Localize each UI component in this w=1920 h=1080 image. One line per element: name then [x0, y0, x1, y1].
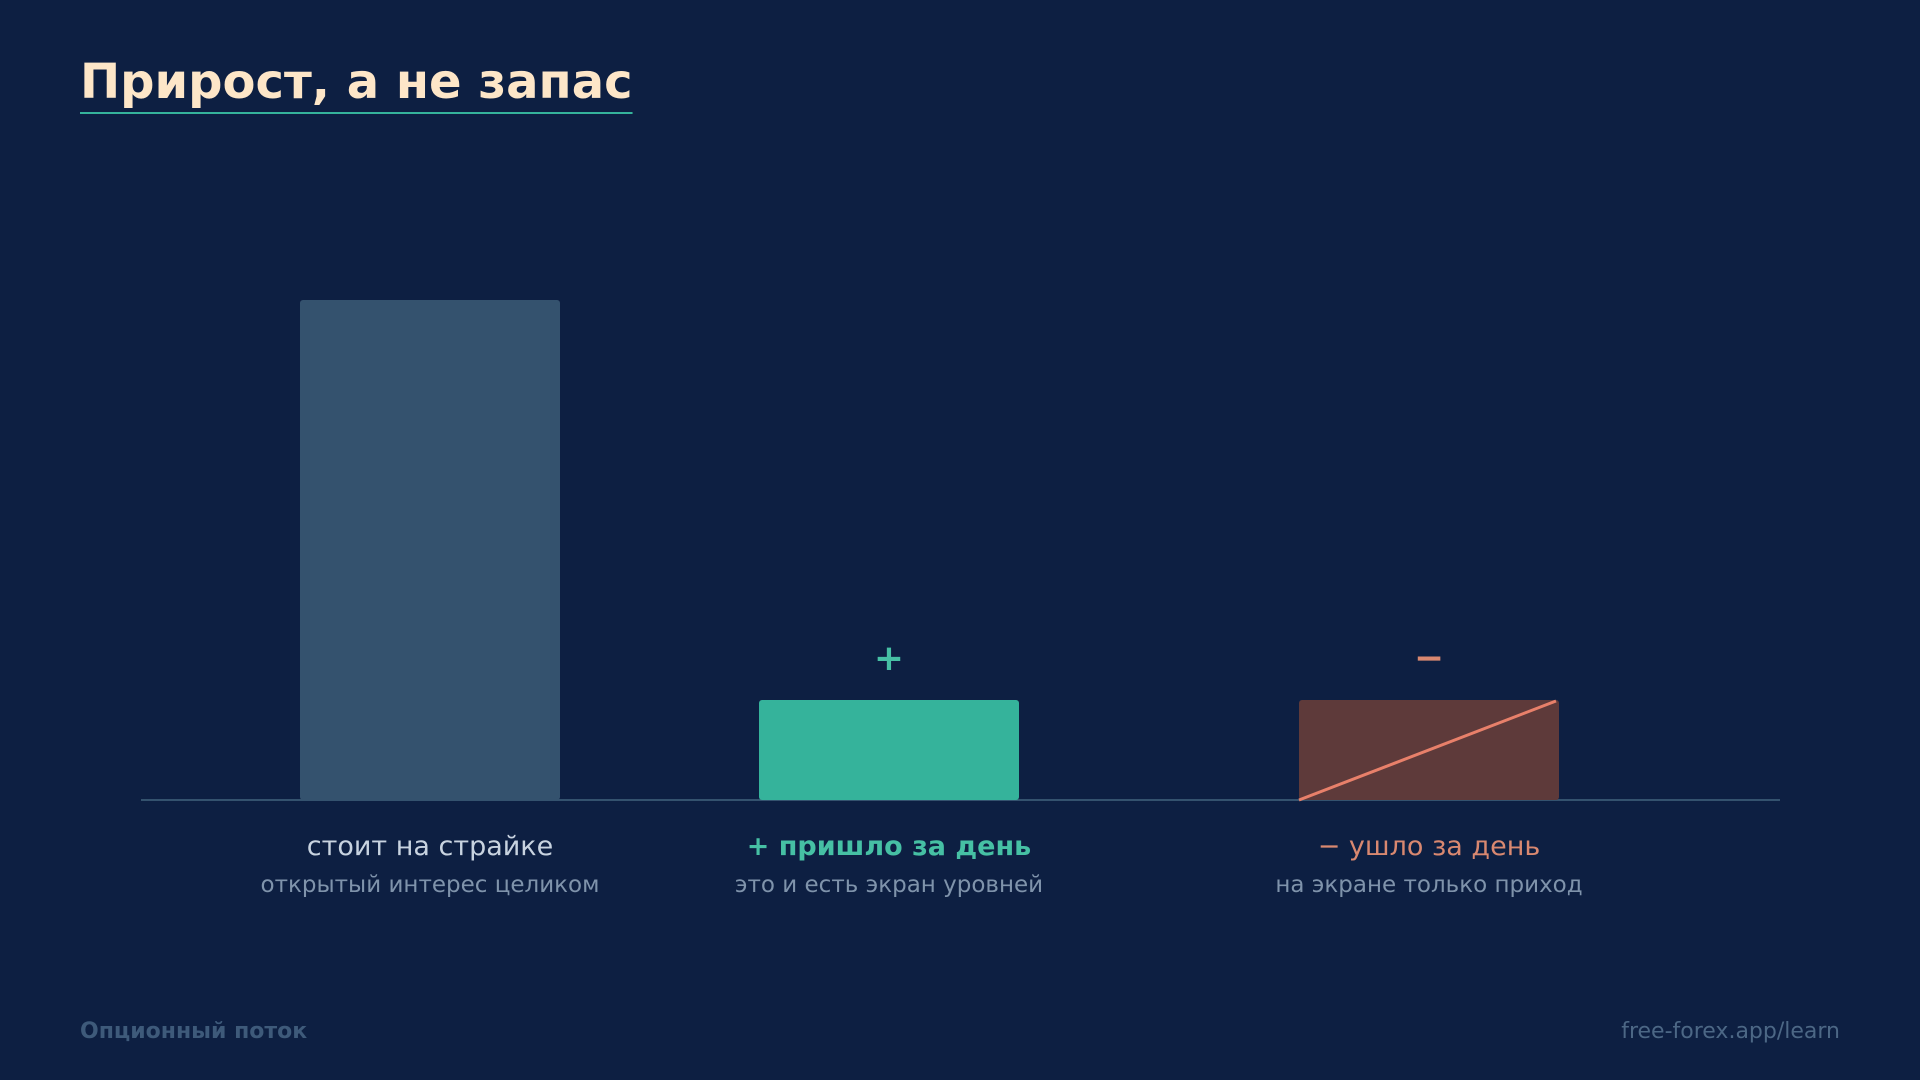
- footer-right: free-forex.app/learn: [1621, 1019, 1840, 1044]
- category-sublabel: открытый интерес целиком: [261, 872, 600, 898]
- strike-line: [1298, 699, 1557, 802]
- category-label: стоит на страйке: [307, 831, 553, 862]
- category-label: + пришло за день: [747, 831, 1031, 862]
- category-sublabel: это и есть экран уровней: [735, 872, 1043, 898]
- category-label: − ушло за день: [1318, 831, 1541, 862]
- bar: [759, 700, 1019, 800]
- chart-title: Прирост, а не запас: [80, 54, 633, 110]
- footer-left: Опционный поток: [80, 1019, 307, 1044]
- bar-marker: +: [874, 638, 904, 679]
- bar-marker: −: [1414, 638, 1444, 679]
- category-sublabel: на экране только приход: [1275, 872, 1582, 898]
- bar: [300, 300, 560, 800]
